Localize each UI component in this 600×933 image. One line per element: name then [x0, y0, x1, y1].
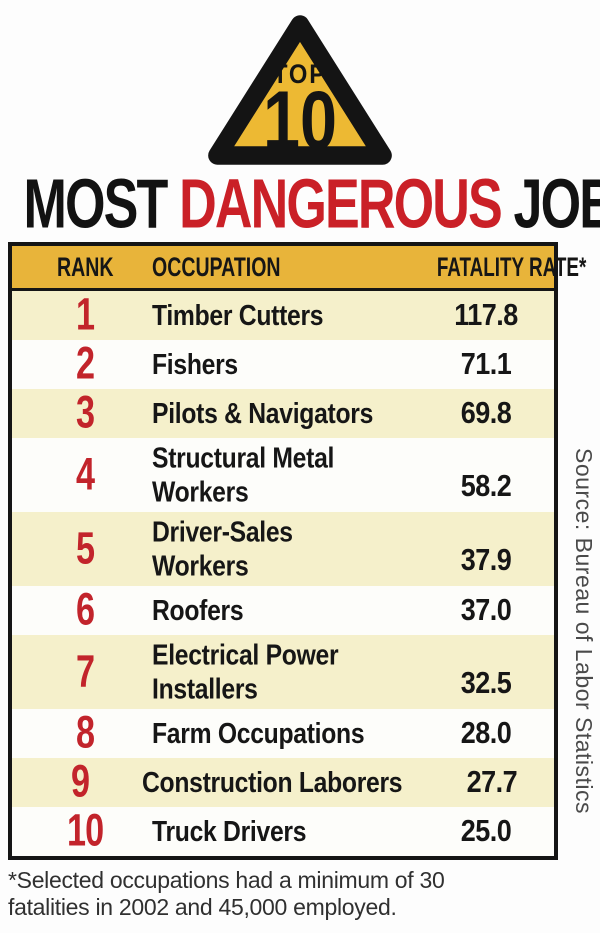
rank-cell: 4 — [75, 449, 95, 500]
rank-cell: 10 — [66, 805, 104, 857]
header-fatality-rate: FATALITY RATE* — [436, 251, 587, 282]
rate-cell: 32.5 — [460, 666, 512, 700]
rate-cell: 37.0 — [460, 593, 512, 627]
occupation-cell: Electrical Power Installers — [152, 637, 339, 705]
badge-number: 10 — [263, 74, 337, 166]
rate-cell: 27.7 — [466, 765, 518, 799]
title-word-jobs: JOBS — [513, 163, 600, 243]
header-occupation: OCCUPATION — [152, 251, 281, 282]
title-word-most: MOST — [23, 163, 168, 243]
table-row: 8 Farm Occupations 28.0 — [12, 707, 554, 759]
rank-cell: 6 — [75, 584, 95, 636]
occupation-cell: Structural Metal Workers — [152, 440, 335, 508]
rank-cell: 1 — [75, 289, 95, 341]
occupation-cell: Timber Cutters — [152, 298, 324, 332]
table-row: 9 Construction Laborers 27.7 — [12, 756, 554, 808]
table-row: 7 Electrical Power Installers 32.5 — [12, 635, 554, 709]
jobs-table: RANK OCCUPATION FATALITY RATE* 1 Timber … — [8, 242, 587, 860]
footnote-line-2: fatalities in 2002 and 45,000 employed. — [8, 894, 397, 920]
occupation-cell: Pilots & Navigators — [152, 396, 374, 430]
rank-cell: 9 — [70, 756, 90, 808]
badge-top-label: TOP — [273, 59, 327, 89]
rate-cell: 37.9 — [460, 543, 512, 577]
table-row: 3 Pilots & Navigators 69.8 — [12, 387, 554, 439]
rate-cell: 69.8 — [460, 396, 512, 430]
triangle-shape — [208, 15, 392, 165]
table-row: 5 Driver-Sales Workers 37.9 — [12, 512, 554, 586]
rate-cell: 25.0 — [460, 814, 512, 848]
footnote: *Selected occupations had a minimum of 3… — [8, 867, 600, 921]
header-rank: RANK — [56, 251, 114, 282]
rank-cell: 8 — [75, 707, 95, 759]
occupation-cell: Roofers — [152, 593, 244, 627]
table-row: 10 Truck Drivers 25.0 — [12, 805, 554, 857]
occupation-cell: Farm Occupations — [152, 716, 365, 750]
warning-triangle-icon: TOP 10 — [208, 15, 392, 166]
occupation-cell: Truck Drivers — [152, 814, 307, 848]
rate-cell: 71.1 — [460, 347, 512, 381]
rank-cell: 5 — [75, 523, 95, 574]
rate-cell: 117.8 — [454, 298, 518, 332]
occupation-cell: Construction Laborers — [141, 765, 403, 799]
rank-cell: 7 — [75, 646, 95, 697]
footnote-line-1: *Selected occupations had a minimum of 3… — [8, 867, 445, 893]
table-row: 1 Timber Cutters 117.8 — [12, 289, 554, 341]
rate-cell: 28.0 — [460, 716, 512, 750]
table-row: 6 Roofers 37.0 — [12, 584, 554, 636]
source-credit: Source: Bureau of Labor Statistics — [571, 448, 597, 815]
table-header-row: RANK OCCUPATION FATALITY RATE* — [12, 246, 587, 291]
rank-cell: 2 — [75, 338, 95, 390]
table-row: 2 Fishers 71.1 — [12, 338, 554, 390]
occupation-cell: Fishers — [152, 347, 238, 381]
occupation-cell: Driver-Sales Workers — [152, 514, 293, 582]
top10-badge: TOP 10 — [0, 0, 600, 174]
page-title: MOST DANGEROUS JOBS — [0, 167, 600, 240]
rate-cell: 58.2 — [460, 469, 512, 503]
title-word-dangerous: DANGEROUS — [179, 163, 503, 243]
table-body: 1 Timber Cutters 117.8 2 Fishers 71.1 3 … — [12, 289, 554, 857]
table-row: 4 Structural Metal Workers 58.2 — [12, 438, 554, 512]
rank-cell: 3 — [75, 387, 95, 439]
